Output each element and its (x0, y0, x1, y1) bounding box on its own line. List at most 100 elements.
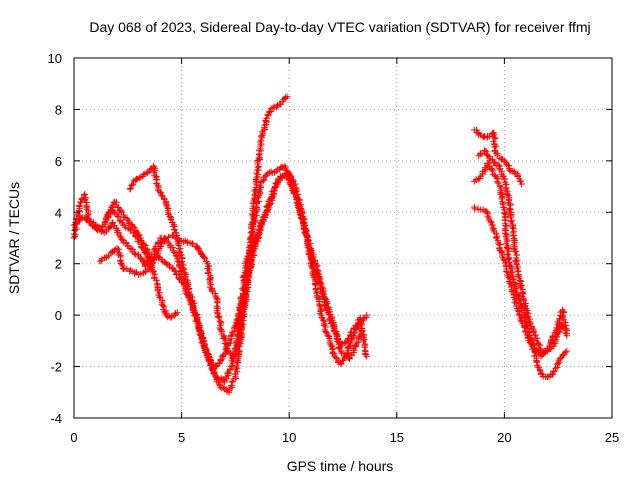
data-point (503, 236, 510, 244)
data-point (248, 257, 255, 265)
data-point (492, 142, 500, 150)
data-point (332, 354, 340, 361)
data-point (499, 200, 506, 207)
data-point (148, 262, 155, 270)
data-point (283, 93, 291, 100)
data-point (308, 258, 315, 266)
data-point (303, 232, 310, 239)
y-tick-label: 4 (55, 205, 62, 220)
data-point (563, 347, 571, 355)
data-point (528, 324, 536, 332)
data-point (128, 182, 135, 189)
data-point (194, 318, 201, 326)
data-point (164, 313, 171, 321)
data-point (311, 281, 319, 288)
data-point (257, 189, 264, 197)
data-point (319, 316, 327, 324)
data-point (214, 313, 222, 320)
data-point (230, 324, 238, 332)
data-point (493, 178, 501, 185)
y-tick-label: -4 (50, 411, 62, 426)
data-point (562, 329, 569, 337)
data-point (554, 360, 562, 367)
data-point (163, 260, 170, 267)
data-point (153, 280, 161, 288)
data-point (136, 174, 143, 182)
data-point (271, 184, 278, 191)
data-point (501, 230, 509, 237)
data-point (269, 104, 277, 112)
data-point (220, 332, 227, 339)
data-point (514, 307, 521, 315)
data-point (501, 210, 508, 217)
data-point (251, 208, 258, 216)
data-point (236, 330, 243, 338)
data-point (158, 240, 165, 247)
data-point (153, 277, 160, 284)
data-point (500, 172, 507, 180)
data-point (83, 206, 90, 213)
data-point (363, 353, 370, 360)
data-point (487, 218, 494, 225)
data-point (483, 148, 490, 155)
data-point (359, 327, 366, 334)
x-tick-label: 5 (178, 430, 185, 445)
data-point (556, 315, 563, 322)
data-point (224, 370, 231, 377)
data-point (489, 130, 496, 137)
data-point (505, 245, 512, 252)
data-point (278, 163, 286, 170)
data-point (127, 266, 134, 274)
data-point (174, 309, 181, 316)
data-point (505, 248, 513, 255)
data-point (363, 311, 370, 319)
data-point (296, 209, 304, 216)
data-series-1 (70, 162, 370, 386)
data-point (562, 349, 569, 356)
data-point (495, 161, 502, 169)
data-point (168, 216, 175, 224)
data-point (509, 232, 517, 239)
data-point (215, 314, 223, 321)
data-point (126, 185, 134, 193)
x-axis-title: GPS time / hours (287, 458, 394, 474)
data-point (530, 342, 537, 349)
data-point (212, 363, 220, 370)
data-point (128, 221, 136, 229)
data-point (167, 314, 175, 321)
data-point (502, 227, 509, 234)
data-point (549, 334, 556, 341)
data-point (132, 228, 140, 235)
data-point (156, 293, 163, 301)
data-point (118, 261, 126, 269)
y-tick-label: 2 (55, 257, 62, 272)
data-point (115, 246, 122, 253)
data-point (342, 339, 349, 346)
data-point (126, 245, 134, 252)
data-point (176, 248, 183, 255)
data-point (103, 216, 110, 223)
data-point (195, 246, 202, 253)
data-point (171, 266, 178, 274)
data-point (318, 280, 325, 288)
axis-layer: 0 5 10 15 20 25 -4 -2 0 2 4 6 8 10 (48, 51, 620, 445)
data-point (227, 363, 235, 370)
data-point (245, 273, 252, 280)
data-point (255, 231, 263, 238)
data-point (78, 199, 85, 206)
data-point (169, 244, 176, 251)
data-point (222, 346, 230, 353)
data-point (132, 176, 139, 184)
data-point (250, 245, 257, 253)
data-point (266, 201, 273, 208)
data-point (233, 362, 240, 370)
data-point (115, 213, 122, 220)
data-point (497, 241, 504, 248)
data-point (310, 253, 317, 261)
data-point (321, 294, 329, 302)
data-point (501, 157, 508, 165)
x-tick-label: 15 (390, 430, 404, 445)
data-point (168, 313, 175, 320)
data-point (492, 234, 500, 241)
